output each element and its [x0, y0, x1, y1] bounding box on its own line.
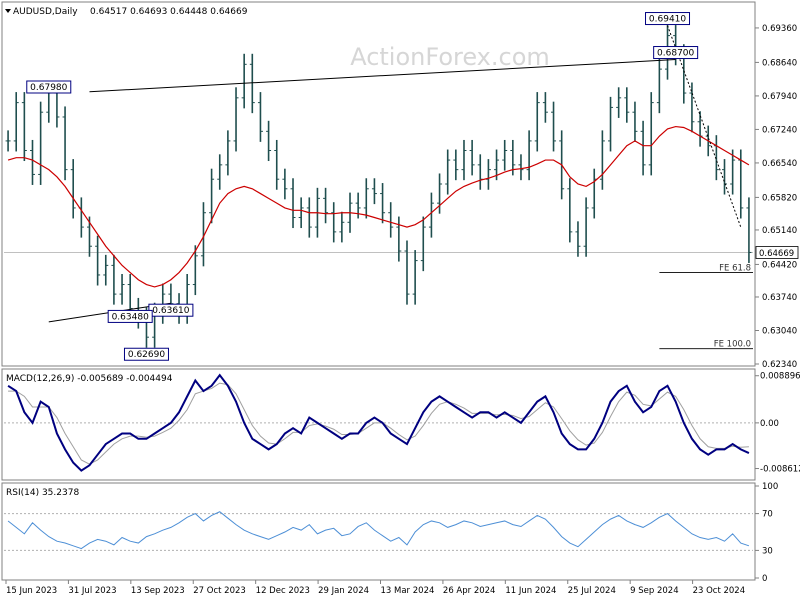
collapse-triangle-icon[interactable] — [5, 9, 11, 13]
x-tick-label: 29 Jan 2024 — [318, 586, 369, 596]
price-annotation-label: 0.68700 — [657, 49, 694, 59]
macd-tick-label: 0.00 — [760, 419, 779, 429]
ohlc-label: 0.64517 0.64693 0.64448 0.64669 — [90, 7, 248, 17]
price-annotation-label: 0.63480 — [112, 312, 149, 322]
rsi-title: RSI(14) 35.2378 — [6, 488, 79, 498]
price-annotation-box — [107, 309, 153, 323]
price-panel-frame — [1, 1, 756, 367]
rsi-plot — [4, 511, 753, 551]
chart-header: AUDUSD,Daily 0.64517 0.64693 0.64448 0.6… — [5, 7, 248, 17]
price-annotation-label: 0.67980 — [30, 83, 67, 93]
symbol-label: AUDUSD,Daily — [13, 7, 78, 17]
price-tick-label: 0.66540 — [762, 159, 797, 169]
price-tick-label: 0.64420 — [762, 260, 797, 270]
price-annotation-label: 0.62690 — [128, 350, 165, 360]
price-annotation-box — [123, 347, 169, 361]
fib-level-label: FE 100.0 — [714, 340, 751, 350]
macd-title: MACD(12,26,9) -0.005689 -0.004494 — [6, 374, 173, 384]
price-annotation-box — [26, 80, 72, 94]
macd-tick-label: -0.008612 — [760, 465, 800, 475]
x-tick-label: 13 Mar 2024 — [381, 586, 435, 596]
current-price-label: 0.64669 — [759, 249, 794, 259]
price-tick-label: 0.65140 — [762, 226, 797, 236]
price-annotation-box — [653, 46, 699, 60]
x-tick-label: 27 Oct 2023 — [193, 586, 246, 596]
x-tick-label: 25 Jul 2024 — [568, 586, 616, 596]
rsi-tick-label: 100 — [762, 482, 778, 492]
x-tick-label: 31 Jul 2023 — [68, 586, 116, 596]
rsi-line — [7, 511, 750, 550]
price-tick-label: 0.65820 — [762, 193, 797, 203]
moving-average-series — [7, 125, 750, 288]
x-tick-label: 15 Jun 2023 — [6, 586, 57, 596]
macd-tick-label: 0.008896 — [760, 372, 800, 382]
price-tick-label: 0.69360 — [762, 24, 797, 34]
x-tick-label: 12 Dec 2023 — [256, 586, 310, 596]
price-annotations: FE 61.8 FE 100.0 0.68700 0.67980 0.69410 0.62… — [26, 12, 753, 361]
x-tick-label: 23 Oct 2024 — [693, 586, 746, 596]
x-tick-label: 26 Apr 2024 — [443, 586, 496, 596]
rsi-axis: 100 70 30 0 — [755, 482, 778, 584]
watermark-text: ActionForex.com — [350, 43, 550, 71]
fib-level-label: FE 61.8 — [719, 264, 751, 274]
upper-trendline — [89, 59, 676, 93]
price-annotation-label: 0.63610 — [152, 306, 189, 316]
macd-axis: 0.008896 0.00 -0.008612 — [755, 372, 800, 475]
macd-plot — [4, 373, 753, 472]
moving-average-line — [7, 125, 750, 288]
macd-panel-frame — [1, 368, 756, 481]
price-tick-label: 0.62340 — [762, 360, 797, 370]
x-axis: 15 Jun 2023 31 Jul 2023 13 Sep 2023 27 Oct … — [5, 580, 746, 596]
price-annotation-label: 0.69410 — [649, 15, 686, 25]
macd-signal-line — [8, 382, 749, 465]
rsi-tick-label: 70 — [762, 510, 773, 520]
rsi-tick-label: 0 — [762, 574, 767, 584]
macd-line — [7, 373, 750, 472]
x-tick-label: 11 Jun 2024 — [505, 586, 556, 596]
price-tick-label: 0.67240 — [762, 125, 797, 135]
x-tick-label: 13 Sep 2023 — [131, 586, 185, 596]
price-annotation-box — [645, 12, 691, 26]
rsi-tick-label: 30 — [762, 546, 773, 556]
current-price-box — [755, 246, 799, 259]
price-tick-label: 0.63040 — [762, 326, 797, 336]
price-axis: 0.69360 0.68640 0.67940 0.67240 0.66540 0.658… — [755, 24, 799, 370]
price-tick-label: 0.68640 — [762, 58, 797, 68]
x-tick-label: 9 Sep 2024 — [630, 586, 678, 596]
price-tick-label: 0.63740 — [762, 293, 797, 303]
rsi-panel-frame — [1, 482, 756, 581]
price-tick-label: 0.67940 — [762, 92, 797, 102]
